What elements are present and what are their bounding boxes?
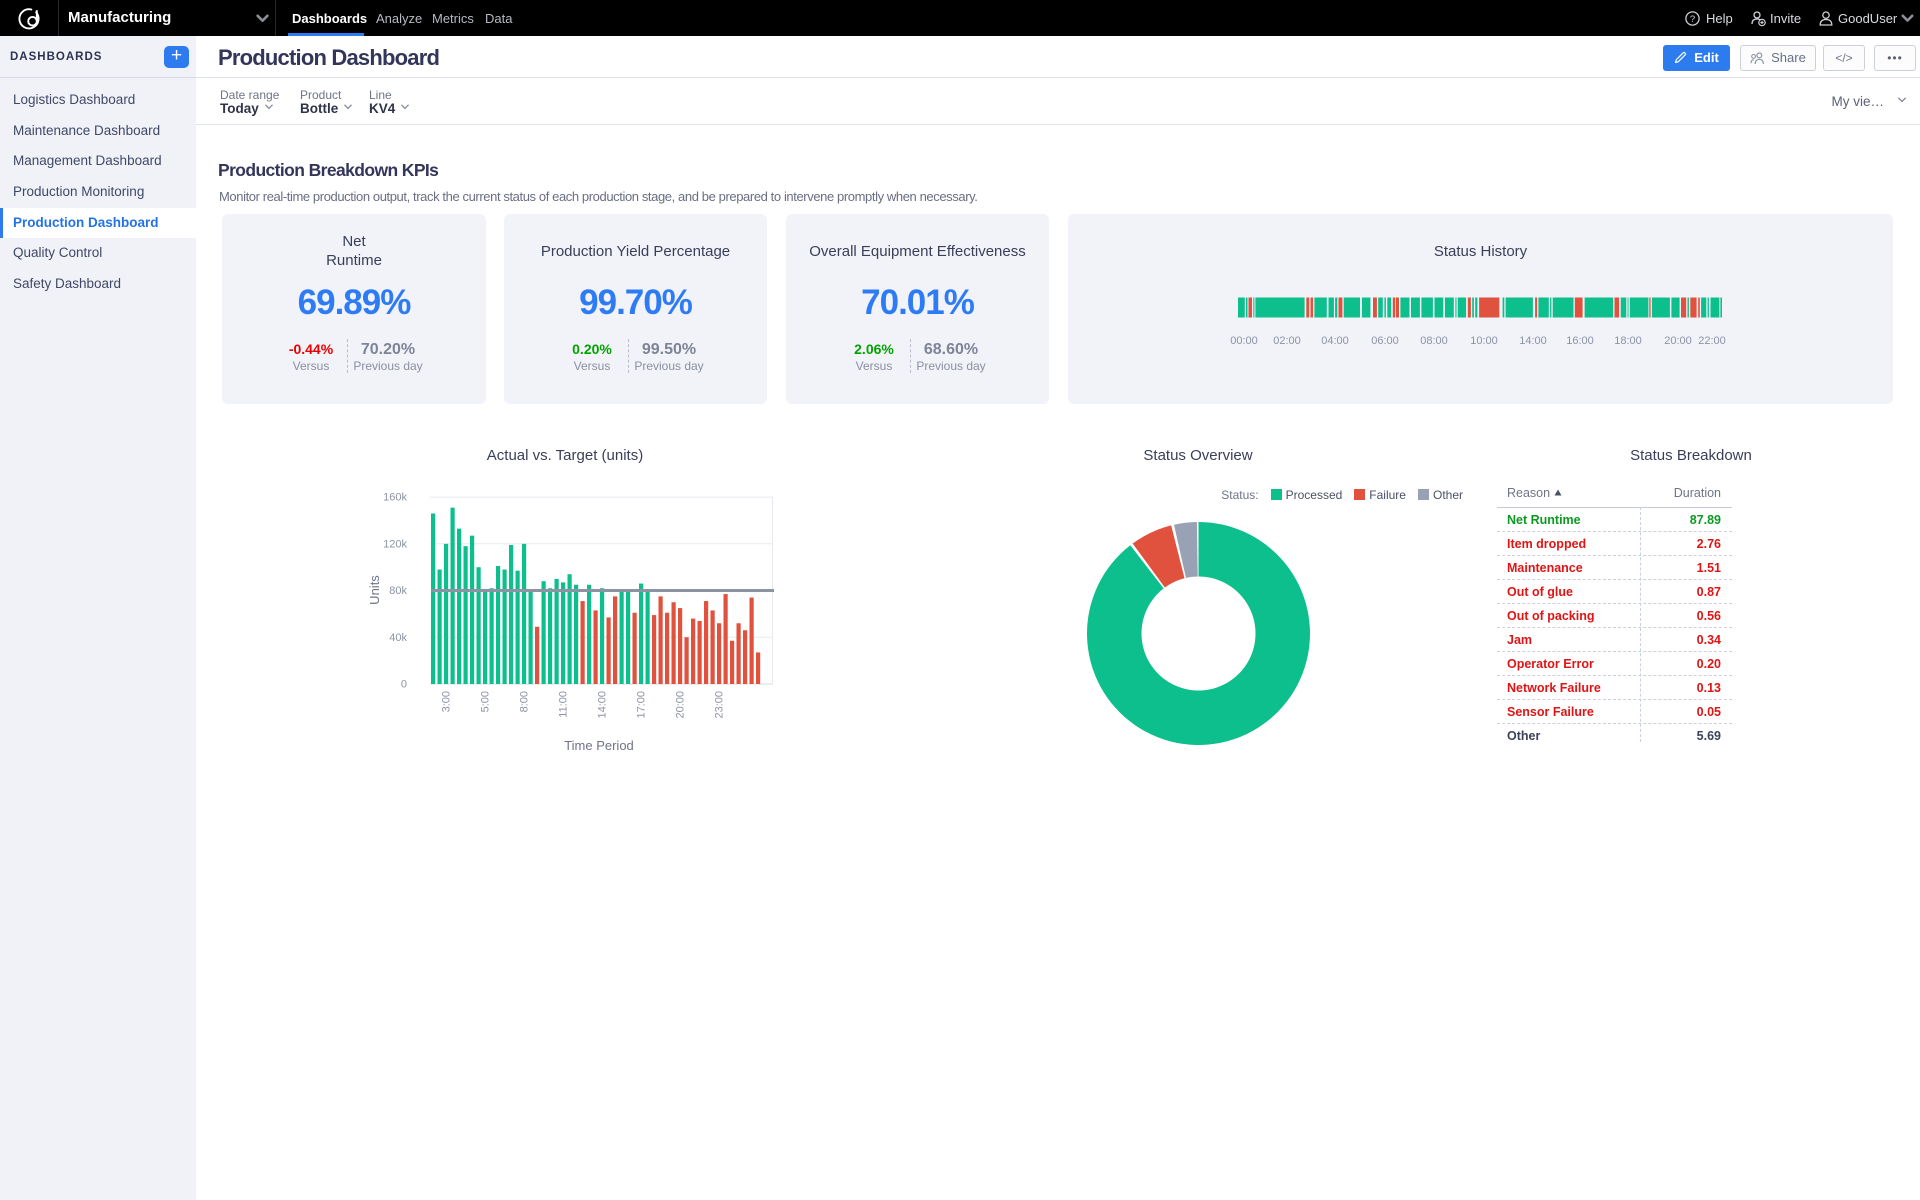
svg-text:40k: 40k xyxy=(389,632,407,644)
svg-text:0: 0 xyxy=(401,679,407,691)
svg-text:14:00: 14:00 xyxy=(597,691,609,719)
svg-text:3:00: 3:00 xyxy=(441,691,453,712)
svg-text:23:00: 23:00 xyxy=(714,691,726,719)
svg-text:20:00: 20:00 xyxy=(675,691,687,719)
svg-text:?: ? xyxy=(1690,14,1695,25)
svg-text:Units: Units xyxy=(367,575,382,605)
svg-text:80k: 80k xyxy=(389,585,407,597)
svg-text:5:00: 5:00 xyxy=(480,691,492,712)
svg-text:17:00: 17:00 xyxy=(636,691,648,719)
svg-text:120k: 120k xyxy=(383,538,407,550)
svg-text:11:00: 11:00 xyxy=(558,691,570,718)
svg-text:160k: 160k xyxy=(383,492,407,504)
svg-text:Time Period: Time Period xyxy=(564,738,634,753)
svg-text:8:00: 8:00 xyxy=(519,691,531,712)
